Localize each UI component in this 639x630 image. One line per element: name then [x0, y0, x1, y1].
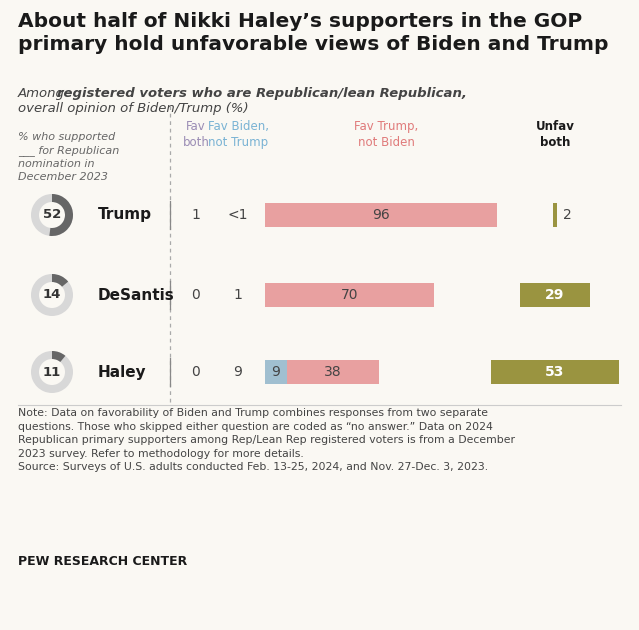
- Text: nomination in: nomination in: [18, 159, 95, 169]
- Text: 53: 53: [545, 365, 565, 379]
- FancyBboxPatch shape: [491, 360, 619, 384]
- Text: 38: 38: [324, 365, 342, 379]
- Text: % who supported: % who supported: [18, 132, 115, 142]
- Wedge shape: [52, 351, 65, 362]
- Text: ___ for Republican: ___ for Republican: [18, 146, 119, 156]
- Text: 9: 9: [234, 365, 242, 379]
- Text: registered voters who are Republican/lean Republican,: registered voters who are Republican/lea…: [57, 87, 467, 100]
- FancyBboxPatch shape: [265, 360, 287, 384]
- Text: Fav Trump,
not Biden: Fav Trump, not Biden: [354, 120, 418, 149]
- Text: PEW RESEARCH CENTER: PEW RESEARCH CENTER: [18, 555, 187, 568]
- Text: 0: 0: [192, 365, 201, 379]
- Text: 1: 1: [192, 208, 201, 222]
- Text: 9: 9: [272, 365, 281, 379]
- Text: 52: 52: [43, 209, 61, 222]
- Text: Fav Biden,
not Trump: Fav Biden, not Trump: [208, 120, 268, 149]
- Text: 70: 70: [341, 288, 358, 302]
- Text: December 2023: December 2023: [18, 173, 108, 183]
- Wedge shape: [49, 194, 73, 236]
- Text: DeSantis: DeSantis: [98, 287, 174, 302]
- Text: 0: 0: [192, 288, 201, 302]
- Text: Haley: Haley: [98, 365, 146, 379]
- FancyBboxPatch shape: [287, 360, 379, 384]
- Text: 96: 96: [373, 208, 390, 222]
- Wedge shape: [31, 274, 73, 316]
- Text: Among: Among: [18, 87, 69, 100]
- Text: 11: 11: [43, 365, 61, 379]
- Text: 29: 29: [545, 288, 565, 302]
- FancyBboxPatch shape: [265, 283, 435, 307]
- Text: 2: 2: [563, 208, 572, 222]
- Text: 14: 14: [43, 289, 61, 302]
- Text: 1: 1: [234, 288, 242, 302]
- FancyBboxPatch shape: [520, 283, 590, 307]
- FancyBboxPatch shape: [553, 203, 557, 227]
- Text: Trump: Trump: [98, 207, 152, 222]
- Text: Note: Data on favorability of Biden and Trump combines responses from two separa: Note: Data on favorability of Biden and …: [18, 408, 515, 472]
- Text: <1: <1: [227, 208, 248, 222]
- Text: About half of Nikki Haley’s supporters in the GOP
primary hold unfavorable views: About half of Nikki Haley’s supporters i…: [18, 12, 608, 55]
- Wedge shape: [31, 194, 73, 236]
- Wedge shape: [31, 351, 73, 393]
- Wedge shape: [52, 274, 68, 287]
- Text: Unfav
both: Unfav both: [535, 120, 574, 149]
- FancyBboxPatch shape: [265, 203, 497, 227]
- Text: overall opinion of Biden/Trump (%): overall opinion of Biden/Trump (%): [18, 102, 249, 115]
- Text: Fav
both: Fav both: [183, 120, 210, 149]
